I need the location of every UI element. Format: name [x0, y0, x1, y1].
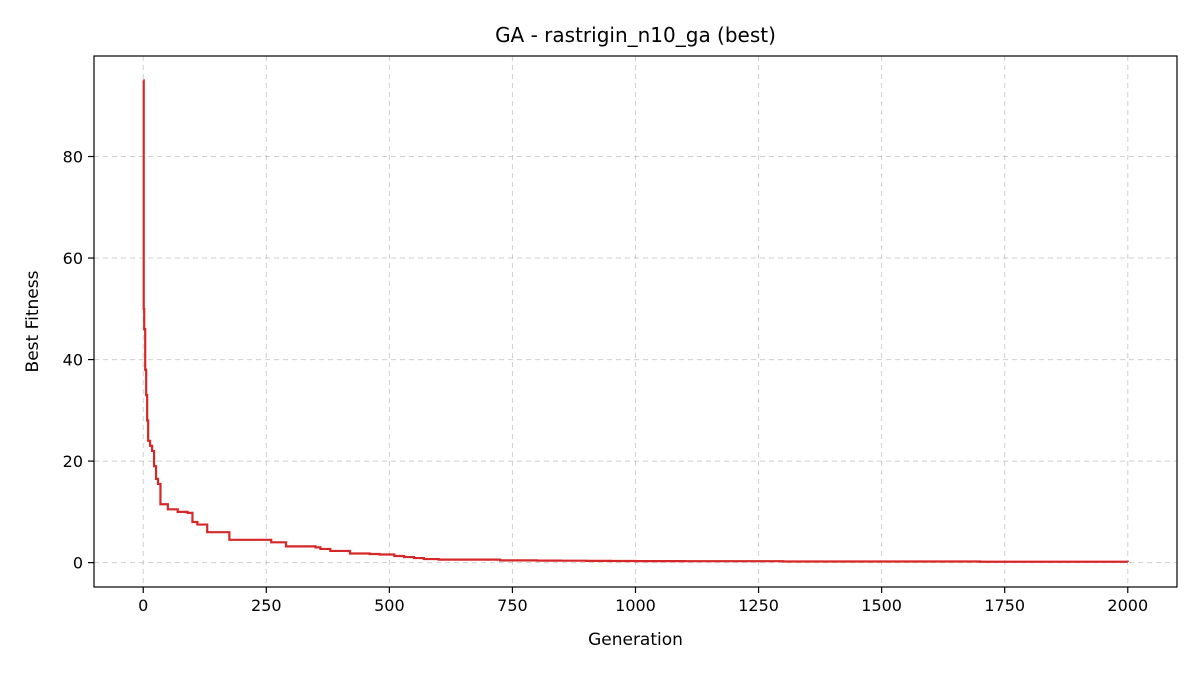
x-tick-label: 250: [251, 596, 282, 615]
x-tick-label: 1250: [738, 596, 779, 615]
x-tick-label: 500: [374, 596, 405, 615]
y-axis-label: Best Fitness: [23, 270, 43, 372]
y-tick-label: 80: [63, 148, 83, 167]
ticks-layer: 0 250 500 750 1000 1250 1500 1750 2000 0 20 40 60 80: [63, 148, 1148, 615]
x-tick-label: 1750: [984, 596, 1025, 615]
x-tick-label: 1500: [861, 596, 902, 615]
x-axis-label: Generation: [588, 630, 683, 650]
y-tick-label: 40: [63, 351, 83, 370]
x-tick-label: 0: [138, 596, 148, 615]
x-tick-label: 1000: [615, 596, 656, 615]
series-line: [142, 79, 1129, 563]
y-tick-label: 60: [63, 249, 83, 268]
x-tick-label: 750: [497, 596, 528, 615]
chart-title: GA - rastrigin_n10_ga (best): [495, 23, 776, 47]
y-tick-label: 20: [63, 452, 83, 471]
grid-layer: [94, 56, 1177, 587]
series-layer: [142, 79, 1129, 563]
y-tick-label: 0: [73, 554, 83, 573]
x-tick-label: 2000: [1107, 596, 1148, 615]
